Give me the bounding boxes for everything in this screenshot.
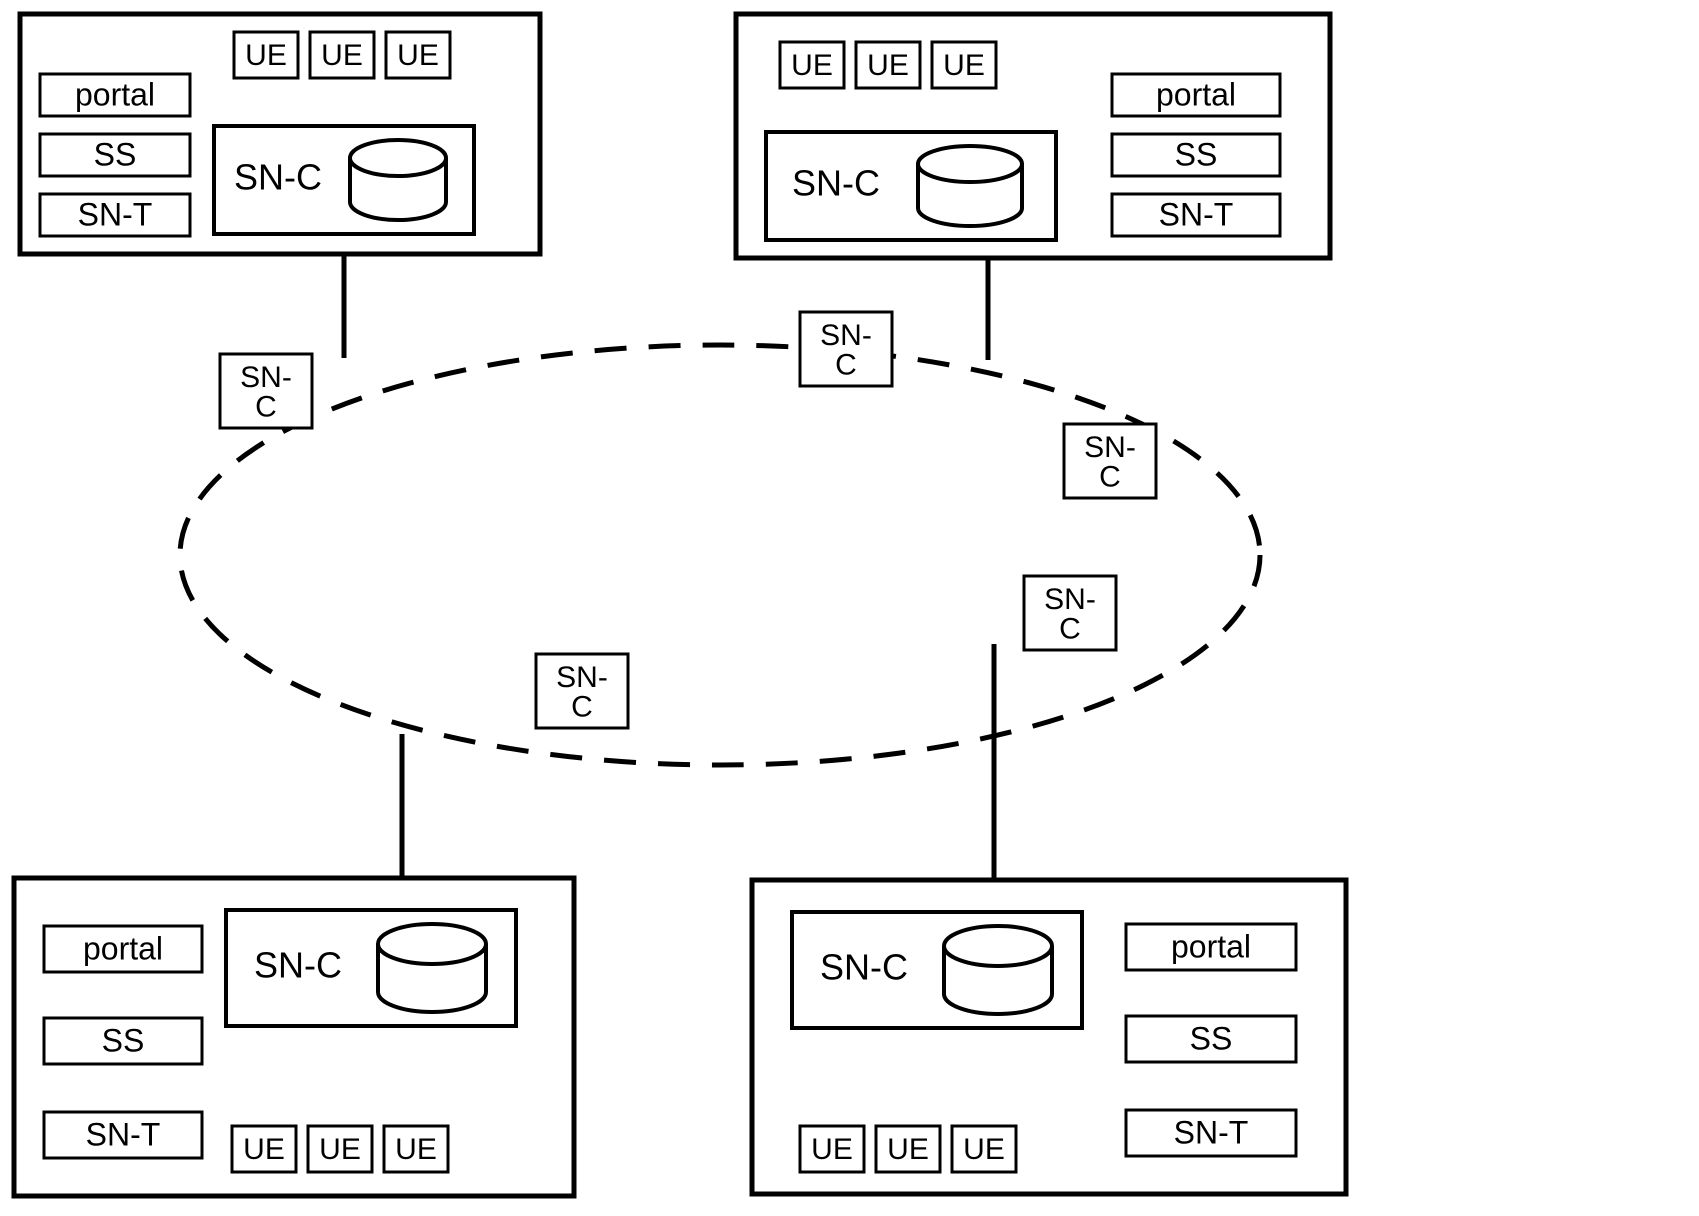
snc-hub-label-top: SN- — [556, 661, 608, 694]
snc-hub-label-top: SN- — [1084, 431, 1136, 464]
ue-label: UE — [319, 1133, 361, 1166]
snc-label: SN-C — [254, 945, 342, 986]
ue-label: UE — [791, 49, 833, 82]
snc-hub-label-top: SN- — [1044, 583, 1096, 616]
ue-label: UE — [943, 49, 985, 82]
ue-label: UE — [887, 1133, 929, 1166]
snc-hub-label-bot: C — [1099, 461, 1121, 494]
snc-hub-label-bot: C — [835, 349, 857, 382]
ue-label: UE — [245, 39, 287, 72]
snt-label: SN-T — [78, 196, 153, 232]
db-icon — [944, 926, 1052, 966]
snc-label: SN-C — [792, 163, 880, 204]
ue-label: UE — [321, 39, 363, 72]
ss-label: SS — [1175, 136, 1218, 172]
ss-label: SS — [1190, 1020, 1233, 1056]
ue-label: UE — [867, 49, 909, 82]
snc-label: SN-C — [234, 157, 322, 198]
ue-label: UE — [811, 1133, 853, 1166]
snc-hub-label-top: SN- — [240, 361, 292, 394]
db-icon — [918, 146, 1022, 182]
portal-label: portal — [1171, 928, 1251, 964]
ue-label: UE — [395, 1133, 437, 1166]
snt-label: SN-T — [86, 1116, 161, 1152]
network-ring — [180, 345, 1260, 765]
ue-label: UE — [397, 39, 439, 72]
snc-hub-label-top: SN- — [820, 319, 872, 352]
snc-hub-label-bot: C — [255, 391, 277, 424]
portal-label: portal — [1156, 76, 1236, 112]
snt-label: SN-T — [1174, 1114, 1249, 1150]
db-icon — [378, 924, 486, 964]
ss-label: SS — [102, 1022, 145, 1058]
portal-label: portal — [75, 76, 155, 112]
ss-label: SS — [94, 136, 137, 172]
ue-label: UE — [963, 1133, 1005, 1166]
portal-label: portal — [83, 930, 163, 966]
db-icon — [350, 140, 446, 176]
snc-hub-label-bot: C — [571, 691, 593, 724]
ue-label: UE — [243, 1133, 285, 1166]
snt-label: SN-T — [1159, 196, 1234, 232]
snc-label: SN-C — [820, 947, 908, 988]
snc-hub-label-bot: C — [1059, 613, 1081, 646]
